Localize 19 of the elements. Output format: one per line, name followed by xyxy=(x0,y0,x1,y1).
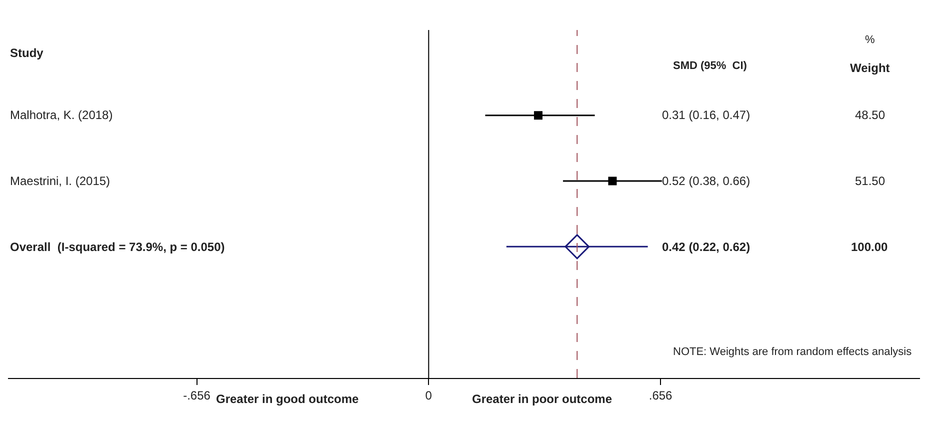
y-tick-label: Malhotra, K. (2018) xyxy=(10,108,113,122)
annotation: 100.00 xyxy=(851,240,888,254)
annotation: 48.50 xyxy=(855,108,886,122)
text: NOTE: Weights are from random effects analysis xyxy=(673,346,912,358)
text: Greater in good outcome xyxy=(216,392,360,406)
text: % xyxy=(865,34,875,46)
text: Greater in poor outcome xyxy=(472,392,612,406)
y-tick-label: Overall (I-squared = 73.9%, p = 0.050) xyxy=(10,240,225,254)
y-tick-label: Maestrini, I. (2015) xyxy=(10,174,110,188)
annotation: 51.50 xyxy=(855,174,886,188)
annotation: 0.42 (0.22, 0.62) xyxy=(662,240,750,254)
x-tick-label: .656 xyxy=(648,388,673,402)
text: SMD (95% CI) xyxy=(673,60,748,72)
text: Study xyxy=(10,46,44,60)
annotation: 0.52 (0.38, 0.66) xyxy=(662,174,750,188)
x-tick-label: -.656 xyxy=(183,388,211,402)
x-tick-label: 0 xyxy=(425,388,432,402)
text: Weight xyxy=(850,61,890,75)
annotation: 0.31 (0.16, 0.47) xyxy=(662,108,750,122)
